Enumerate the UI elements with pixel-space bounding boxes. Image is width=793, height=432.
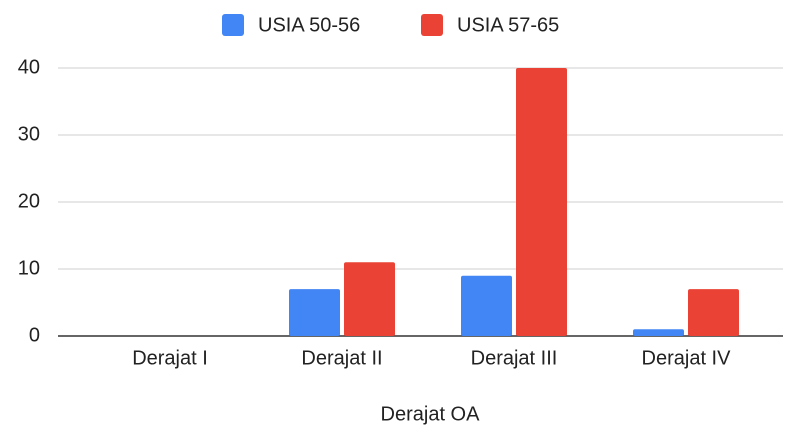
bar <box>344 262 395 336</box>
bar <box>516 68 567 336</box>
y-tick-label: 30 <box>18 123 40 145</box>
x-tick-label: Derajat II <box>301 347 382 369</box>
y-tick-label: 0 <box>29 324 40 346</box>
x-tick-label: Derajat IV <box>642 347 732 369</box>
legend-swatch <box>421 14 443 36</box>
x-tick-label: Derajat III <box>471 347 558 369</box>
y-tick-label: 40 <box>18 56 40 78</box>
legend-swatch <box>222 14 244 36</box>
y-tick-label: 10 <box>18 257 40 279</box>
bar <box>289 289 340 336</box>
bar <box>688 289 739 336</box>
x-axis-title: Derajat OA <box>381 403 481 425</box>
x-tick-label: Derajat I <box>132 347 208 369</box>
legend-label: USIA 57-65 <box>457 14 559 36</box>
y-tick-label: 20 <box>18 190 40 212</box>
bar <box>461 275 512 336</box>
bar <box>633 329 684 336</box>
legend-label: USIA 50-56 <box>258 14 360 36</box>
